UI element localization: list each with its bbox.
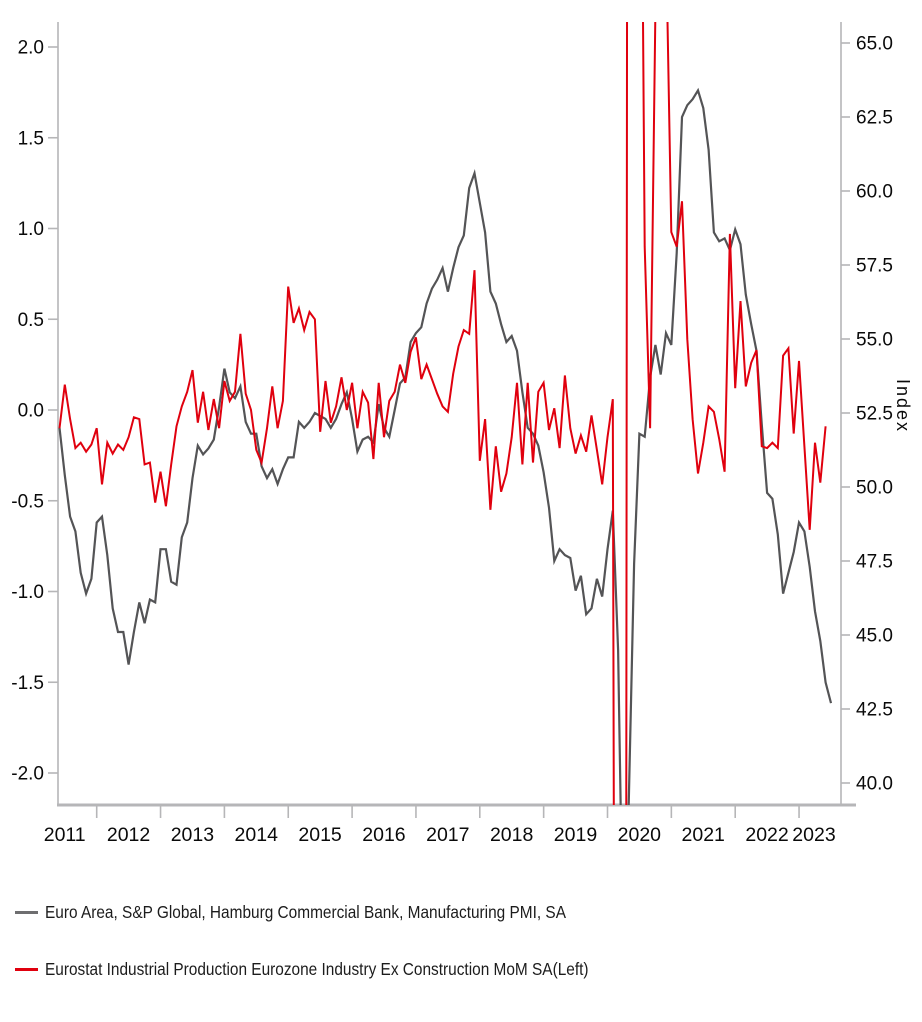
right-axis-tick-label: 50.0 [856,478,893,499]
left-axis-tick-label: -0.5 [11,491,44,512]
right-axis-tick-label: 55.0 [856,330,893,351]
left-axis-tick-label: -1.0 [11,582,44,603]
x-axis-year-label: 2022 [745,824,788,846]
pmi-series-dash-icon [15,910,38,914]
x-axis-year-label: 2014 [235,824,279,846]
ip-series-label: Eurostat Industrial Production Eurozone … [45,958,589,979]
left-axis-tick-label: 1.5 [18,128,44,149]
x-axis-year-label: 2012 [107,824,150,846]
right-axis-tick-label: 42.5 [856,700,893,721]
right-axis-tick-label: 65.0 [856,34,893,55]
right-axis-tick-label: 62.5 [856,108,893,129]
pmi-series-label: Euro Area, S&P Global, Hamburg Commercia… [45,901,566,922]
right-axis-title: Index [893,379,913,433]
right-axis-tick-label: 40.0 [856,774,893,795]
left-axis-tick-label: 2.0 [18,38,44,59]
x-axis-year-label: 2015 [298,824,342,846]
x-axis-year-label: 2021 [682,824,725,846]
x-axis-year-label: 2013 [171,824,214,846]
ip-series-dash-icon [15,967,38,971]
left-axis-tick-label: 0.0 [18,401,44,422]
right-axis-tick-label: 45.0 [856,626,893,647]
legend-item-pmi: Euro Area, S&P Global, Hamburg Commercia… [15,899,905,925]
chart-canvas: 2.0 1.5 1.0 0.5 0.0 -0.5 -1.0 -1.5 -2.0 65.0 62.5 6… [11,22,913,846]
x-axis-year-label: 2019 [554,824,597,846]
right-axis-tick-label: 52.5 [856,404,893,425]
pmi-ip-line-chart: 2.0 1.5 1.0 0.5 0.0 -0.5 -1.0 -1.5 -2.0 65.0 62.5 6… [11,22,913,846]
right-axis-tick-label: 57.5 [856,256,893,277]
legend-item-industrial-production: Eurostat Industrial Production Eurozone … [15,956,905,982]
x-axis-year-label: 2018 [490,824,533,846]
x-axis-year-label: 2023 [792,824,835,846]
x-axis-year-label: 2016 [362,824,405,846]
left-axis-tick-label: -2.0 [11,764,44,785]
right-axis-tick-label: 47.5 [856,552,893,573]
x-axis-year-label: 2020 [618,824,662,846]
left-axis-tick-label: 0.5 [18,310,44,331]
left-axis-tick-label: -1.5 [11,673,44,694]
industrial-production-series-line [58,22,827,805]
pmi-series-line [58,87,833,805]
x-axis-year-label: 2011 [44,824,86,846]
left-axis-tick-label: 1.0 [18,219,44,240]
x-axis-year-label: 2017 [426,824,469,846]
right-axis-tick-label: 60.0 [856,182,893,203]
